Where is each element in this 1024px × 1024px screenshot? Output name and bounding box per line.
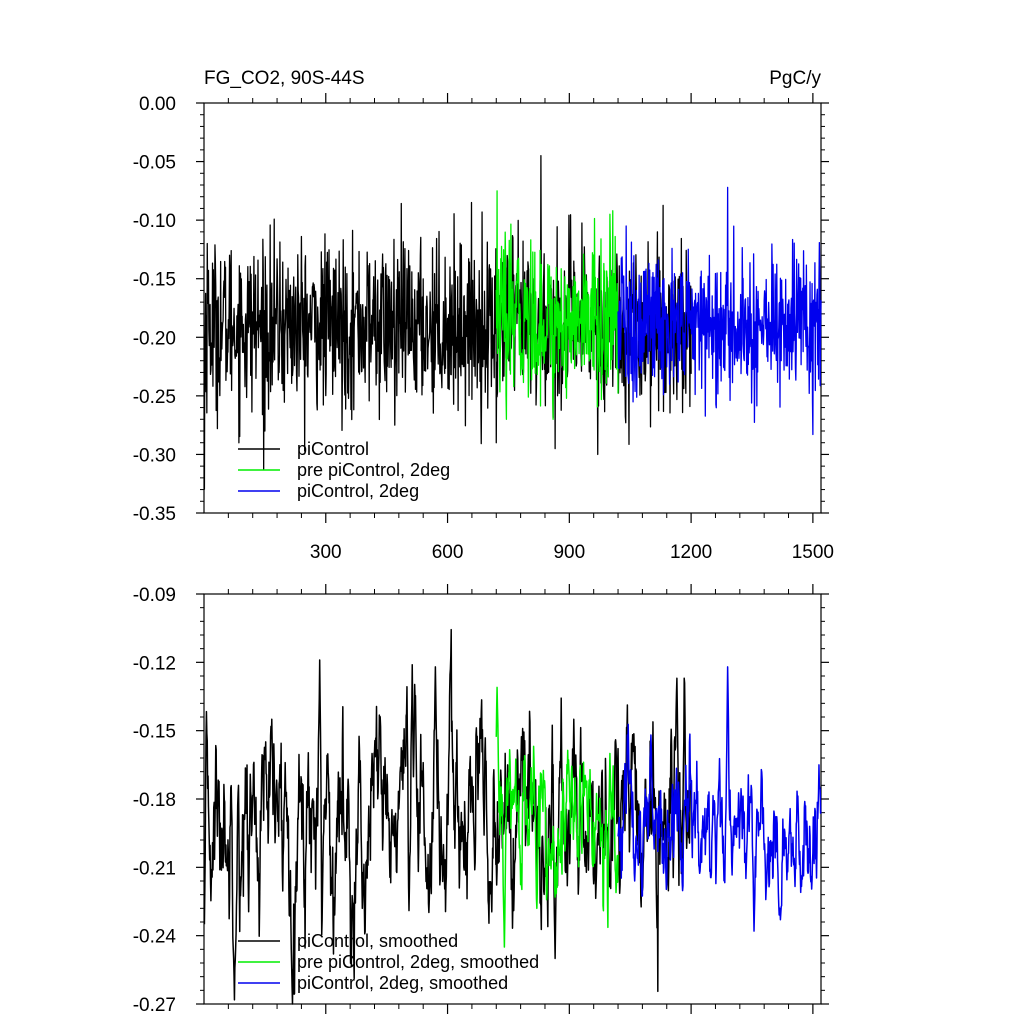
y-tick-label: -0.12 [133, 653, 176, 674]
y-tick-label: -0.18 [133, 790, 176, 811]
top-series-group [203, 155, 822, 490]
y-tick-label: -0.15 [133, 722, 176, 743]
legend-label-pre-piControl-2deg-smoothed: pre piControl, 2deg, smoothed [297, 952, 539, 972]
top-legend: piControl pre piControl, 2deg piControl,… [238, 439, 450, 501]
series-line-pre-picontrol-2deg-smoothed [495, 686, 619, 948]
y-tick-label: -0.30 [133, 445, 176, 466]
chart-title: FG_CO2, 90S-44S [204, 68, 365, 89]
y-tick-label: -0.20 [133, 328, 176, 349]
series-line-pre-picontrol-2deg [495, 190, 619, 420]
legend-label-piControl-2deg-smoothed: piControl, 2deg, smoothed [297, 973, 508, 993]
legend-label-piControl-smoothed: piControl, smoothed [297, 931, 458, 951]
legend-label-piControl: piControl [297, 439, 369, 459]
y-tick-label: -0.10 [133, 211, 176, 232]
bottom-panel: -0.09 -0.12 -0.15 -0.18 -0.21 -0.24 -0.27 piCo… [133, 584, 829, 1016]
top-y-axis: 0.00 -0.05 -0.10 -0.15 -0.20 -0.25 -0.30 -0.35 [133, 94, 829, 525]
series-line-picontrol-2deg-smoothed [617, 666, 822, 932]
x-tick-label: 900 [553, 542, 585, 563]
y-tick-label: -0.09 [133, 585, 176, 606]
y-tick-label: 0.00 [139, 94, 176, 115]
y-tick-label: -0.24 [133, 927, 177, 948]
bottom-legend: piControl, smoothed pre piControl, 2deg,… [238, 931, 539, 993]
series-line-picontrol-2deg [617, 186, 822, 436]
bottom-y-axis: -0.09 -0.12 -0.15 -0.18 -0.21 -0.24 -0.27 [133, 585, 829, 1016]
series-line-picontrol-smoothed [203, 628, 692, 1005]
y-tick-label: -0.35 [133, 504, 176, 525]
x-tick-label: 300 [310, 542, 342, 563]
y-tick-label: -0.27 [133, 995, 176, 1016]
legend-label-piControl-2deg: piControl, 2deg [297, 481, 419, 501]
bottom-series-group [203, 628, 822, 1005]
top-x-axis: 300 600 900 1200 1500 [227, 93, 834, 563]
y-tick-label: -0.05 [133, 153, 176, 174]
x-tick-label: 1200 [670, 542, 712, 563]
x-tick-label: 600 [432, 542, 464, 563]
bottom-x-axis [227, 584, 814, 1014]
x-tick-label: 1500 [792, 542, 834, 563]
y-tick-label: -0.21 [133, 858, 176, 879]
legend-label-pre-piControl-2deg: pre piControl, 2deg [297, 460, 450, 480]
y-tick-label: -0.15 [133, 270, 176, 291]
top-panel: FG_CO2, 90S-44S PgC/y 0.00 -0.05 -0.10 -0.1… [133, 68, 834, 563]
y-tick-label: -0.25 [133, 387, 176, 408]
chart-units: PgC/y [769, 68, 821, 89]
